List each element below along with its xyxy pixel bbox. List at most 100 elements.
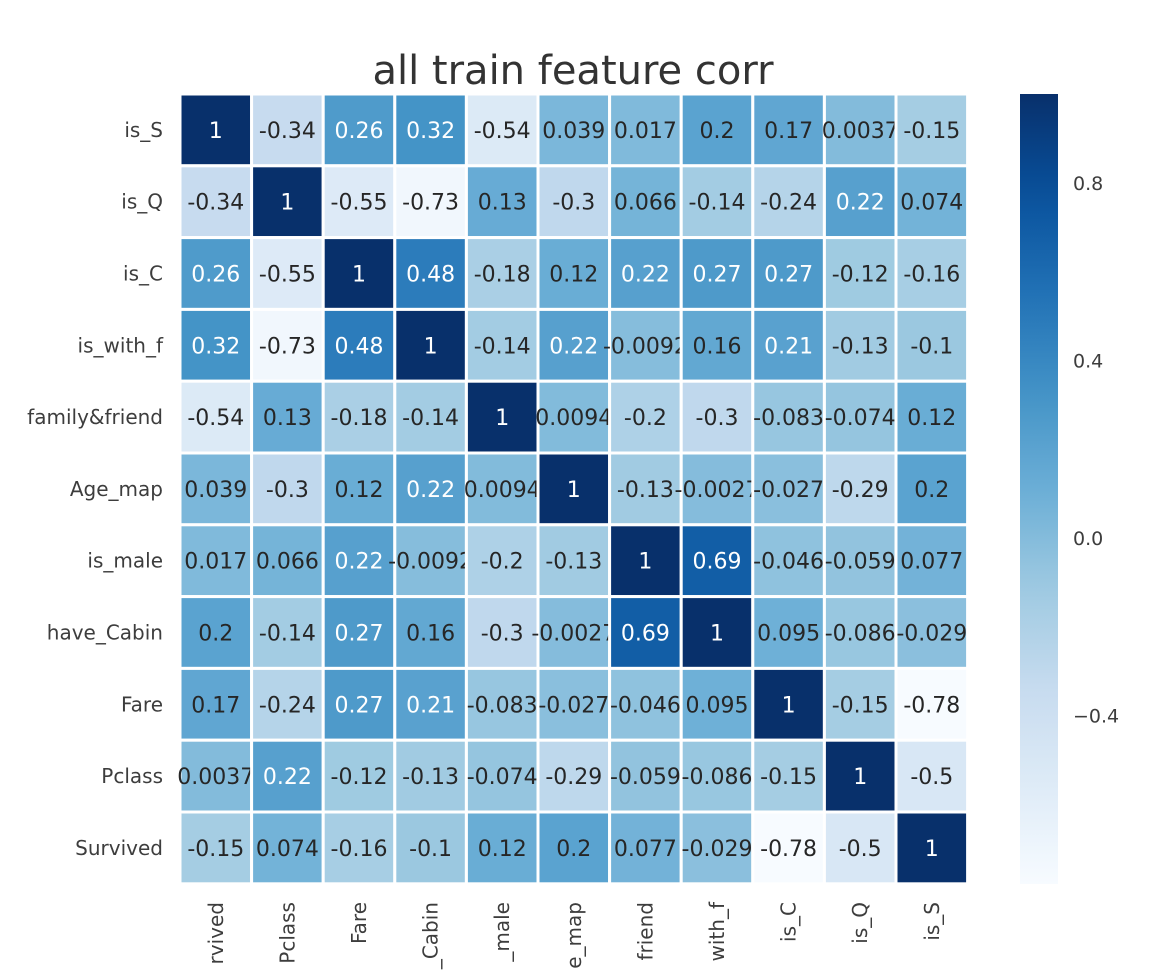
heatmap-cell-1-10 [894, 164, 970, 240]
heatmap-cell-label-3-10: -0.1 [910, 334, 953, 359]
heatmap-cell-label-0-4: -0.54 [474, 119, 531, 144]
heatmap-cell-label-10-9: -0.5 [839, 837, 882, 862]
heatmap-cell-label-5-7: -0.0027 [675, 478, 760, 503]
heatmap-cell-label-2-0: 0.26 [191, 263, 240, 288]
heatmap-cell-label-1-7: -0.14 [689, 191, 746, 216]
colorbar-tick-label-2: 0.0 [1073, 528, 1103, 550]
x-tick-label-7: with_f [705, 901, 729, 961]
heatmap-cell-label-2-5: 0.12 [549, 263, 598, 288]
heatmap-cell-label-0-10: -0.15 [903, 119, 960, 144]
heatmap-cell-label-3-6: -0.0092 [603, 334, 688, 359]
heatmap-cell-label-10-4: 0.12 [478, 837, 527, 862]
heatmap-cell-1-2 [321, 164, 397, 240]
x-axis-labels: rvived Pclass Fare _Cabin _male e_map friend wi… [204, 901, 944, 970]
heatmap-cell-label-9-6: -0.059 [610, 765, 681, 790]
heatmap-cell-label-5-5: 1 [567, 478, 581, 503]
heatmap-cell-3-2 [321, 307, 397, 383]
y-tick-label-5: Age_map [70, 477, 163, 501]
heatmap-cell-label-4-9: -0.074 [825, 406, 896, 431]
heatmap-cell-label-1-8: -0.24 [760, 191, 817, 216]
heatmap-cell-label-6-9: -0.059 [825, 550, 896, 575]
colorbar-tick-label-3: −0.4 [1073, 705, 1119, 727]
heatmap-cell-label-0-3: 0.32 [406, 119, 455, 144]
heatmap-cell-label-5-4: 0.0094 [464, 478, 541, 503]
heatmap-cell-label-2-4: -0.18 [474, 263, 531, 288]
colorbar-ticks: 0.8 0.4 0.0 −0.4 [1073, 173, 1119, 728]
heatmap-cell-label-6-1: 0.066 [256, 550, 319, 575]
heatmap-cell-label-3-1: -0.73 [259, 334, 316, 359]
y-axis-labels: is_S is_Q is_C is_with_f family&friend Age_ma… [27, 118, 164, 860]
heatmap-cell-label-9-7: -0.086 [682, 765, 753, 790]
heatmap-cell-6-1 [250, 523, 325, 599]
heatmap-cell-label-8-9: -0.15 [832, 693, 889, 718]
heatmap-cell-label-1-2: -0.55 [331, 191, 388, 216]
heatmap-cell-9-8 [751, 738, 826, 814]
heatmap-cell-8-9 [822, 666, 898, 742]
heatmap-cell-label-6-6: 1 [638, 550, 652, 575]
heatmap-cell-8-7 [679, 666, 755, 742]
heatmap-cell-label-3-8: 0.21 [764, 334, 813, 359]
heatmap-cell-label-5-10: 0.2 [914, 478, 949, 503]
heatmap-cell-label-6-4: -0.2 [481, 550, 524, 575]
heatmap-cell-2-0 [178, 236, 254, 311]
heatmap-cell-9-2 [321, 738, 397, 814]
heatmap-cell-4-5 [536, 379, 612, 455]
heatmap-cell-label-10-7: -0.029 [682, 837, 753, 862]
heatmap-cell-label-1-6: 0.066 [614, 191, 677, 216]
heatmap-cell-label-7-1: -0.14 [259, 622, 316, 647]
x-tick-label-1: Pclass [275, 902, 299, 964]
heatmap-cell-label-8-4: -0.083 [467, 693, 538, 718]
heatmap-cell-label-8-3: 0.21 [406, 693, 455, 718]
heatmap-cell-label-0-9: 0.0037 [822, 119, 899, 144]
heatmap-cell-9-10 [894, 738, 970, 814]
heatmap-cell-label-2-10: -0.16 [903, 263, 960, 288]
heatmap-cell-label-1-3: -0.73 [402, 191, 459, 216]
heatmap-cell-label-10-2: -0.16 [331, 837, 388, 862]
x-tick-label-3: _Cabin [419, 902, 443, 970]
y-tick-label-10: Survived [75, 836, 163, 860]
heatmap-cell-label-1-4: 0.13 [478, 191, 527, 216]
heatmap-cell-label-8-6: -0.046 [610, 693, 681, 718]
heatmap-cell-label-0-1: -0.34 [259, 119, 316, 144]
heatmap-cell-4-1 [250, 379, 325, 455]
heatmap-cell-9-3 [393, 738, 468, 814]
y-tick-label-6: is_male [87, 549, 163, 573]
heatmap-cell-label-8-10: -0.78 [903, 693, 960, 718]
heatmap-cell-label-9-4: -0.074 [467, 765, 538, 790]
heatmap-cell-label-8-8: 1 [782, 693, 796, 718]
x-tick-label-6: friend [633, 902, 657, 961]
heatmap-cell-10-9 [822, 810, 898, 886]
heatmap-cell-label-7-7: 1 [710, 622, 724, 647]
heatmap-cell-label-9-2: -0.12 [331, 765, 388, 790]
heatmap-cell-label-7-0: 0.2 [198, 622, 233, 647]
heatmap-cell-3-3 [393, 307, 468, 383]
heatmap-cell-label-10-0: -0.15 [187, 837, 244, 862]
heatmap-cell-label-5-6: -0.13 [617, 478, 674, 503]
heatmap-cell-7-0 [178, 595, 254, 670]
heatmap-cell-label-7-4: -0.3 [481, 622, 524, 647]
heatmap-cell-label-6-3: -0.0092 [388, 550, 473, 575]
heatmap-cell-6-7 [679, 523, 755, 599]
heatmap-cell-label-4-2: -0.18 [331, 406, 388, 431]
heatmap-cell-10-10 [894, 810, 970, 886]
y-tick-label-3: is_with_f [78, 333, 164, 357]
x-tick-label-10: is_S [920, 902, 944, 941]
heatmap-cell-label-8-5: -0.027 [538, 693, 609, 718]
heatmap-cells: 1 -0.34 0.26 0.32 -0.54 0.039 0.017 0.2 0.17 0.00… [177, 92, 970, 886]
heatmap-cell-1-7 [679, 164, 755, 240]
heatmap-cell-label-7-6: 0.69 [621, 622, 670, 647]
heatmap-cell-8-0 [178, 666, 254, 742]
heatmap-cell-label-10-5: 0.2 [556, 837, 591, 862]
heatmap-cell-7-7 [679, 595, 755, 670]
heatmap-cell-0-9 [822, 92, 898, 168]
heatmap-cell-7-10 [894, 595, 970, 670]
heatmap-cell-label-4-6: -0.2 [624, 406, 667, 431]
x-tick-label-0: rvived [204, 902, 228, 964]
heatmap-cell-label-3-4: -0.14 [474, 334, 531, 359]
heatmap-cell-6-2 [321, 523, 397, 599]
heatmap-cell-7-9 [822, 595, 898, 670]
heatmap-cell-4-8 [751, 379, 826, 455]
heatmap-cell-label-2-1: -0.55 [259, 263, 316, 288]
heatmap-cell-label-1-0: -0.34 [187, 191, 244, 216]
heatmap-cell-label-8-0: 0.17 [191, 693, 240, 718]
